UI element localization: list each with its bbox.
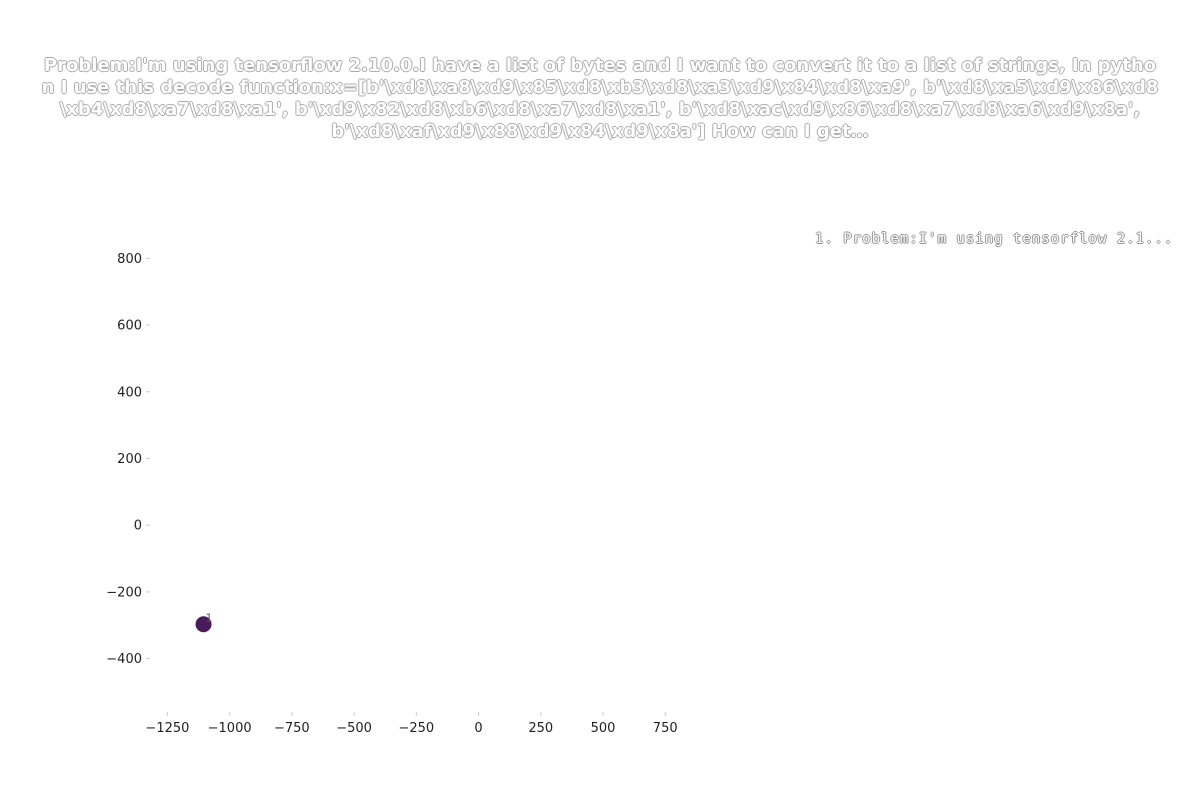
- y-tick-label: 200: [117, 452, 142, 467]
- x-tick-label: −500: [336, 721, 372, 736]
- y-tick-label: 800: [117, 252, 142, 267]
- x-tick-label: 500: [591, 721, 616, 736]
- chart-title: Problem:I'm using tensorflow 2.10.0.I ha…: [41, 55, 1159, 142]
- x-tick-label: 0: [474, 721, 482, 736]
- x-tick-label: −250: [398, 721, 434, 736]
- scatter-point: [195, 616, 212, 633]
- y-tick-label: −200: [106, 585, 142, 600]
- x-tick-label: −1250: [145, 721, 189, 736]
- y-tick-label: 400: [117, 385, 142, 400]
- x-tick-label: −1000: [208, 721, 252, 736]
- y-tick-label: −400: [106, 652, 142, 667]
- x-tick-label: −750: [274, 721, 310, 736]
- x-tick-label: 250: [528, 721, 553, 736]
- x-tick-label: 750: [653, 721, 678, 736]
- plot-marks: 1: [195, 611, 213, 633]
- legend-entry: 1. Problem:I'm using tensorflow 2.1...: [815, 231, 1174, 247]
- y-tick-label: 600: [117, 319, 142, 334]
- point-label: 1: [206, 611, 213, 624]
- plot-axes: −1250 −1000 −750 −500 −250 0 250 500 750 800 600 40…: [106, 252, 677, 736]
- y-tick-label: 0: [134, 519, 142, 534]
